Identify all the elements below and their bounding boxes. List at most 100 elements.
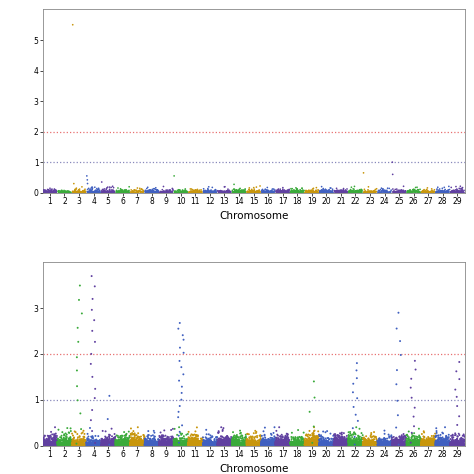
Point [343, 441, 351, 449]
Point [111, 440, 119, 448]
Point [319, 433, 326, 441]
Point [47, 438, 55, 446]
Point [56, 438, 64, 446]
Point [82, 440, 89, 448]
Point [83, 188, 91, 195]
Point [402, 442, 410, 449]
Point [322, 437, 330, 444]
Point [194, 432, 201, 439]
Point [256, 439, 264, 447]
Point [361, 438, 369, 446]
Point [432, 441, 439, 448]
Point [95, 440, 102, 447]
Point [395, 433, 403, 441]
Point [88, 440, 95, 448]
Point [371, 189, 379, 196]
Point [391, 439, 399, 447]
Point [161, 441, 168, 448]
Point [398, 188, 405, 196]
Point [99, 442, 107, 449]
Point [350, 441, 357, 448]
Point [278, 439, 286, 447]
Point [364, 189, 372, 196]
Point [151, 440, 159, 447]
Point [296, 186, 304, 193]
Point [392, 440, 399, 448]
Point [301, 442, 308, 449]
Point [383, 440, 390, 448]
Point [316, 439, 323, 447]
Point [232, 437, 240, 445]
Point [455, 437, 462, 445]
Point [80, 441, 87, 448]
Point [394, 437, 401, 444]
Point [425, 435, 433, 443]
Point [444, 441, 451, 448]
Point [382, 440, 390, 448]
Point [356, 438, 363, 446]
Point [179, 441, 186, 449]
Point [118, 440, 126, 447]
Point [79, 439, 86, 447]
Point [134, 441, 141, 448]
Point [383, 441, 391, 449]
Point [83, 176, 91, 183]
Point [109, 441, 116, 448]
Point [47, 440, 55, 448]
Point [455, 442, 462, 449]
Point [214, 441, 222, 448]
Point [128, 189, 136, 196]
Point [113, 442, 121, 449]
Point [265, 440, 273, 448]
Point [410, 440, 417, 447]
Point [408, 437, 415, 445]
Point [422, 438, 429, 446]
Point [366, 441, 374, 449]
Point [129, 439, 137, 447]
Point [167, 439, 175, 447]
Point [326, 440, 334, 448]
Point [459, 437, 467, 445]
Point [76, 432, 83, 440]
Point [418, 440, 426, 447]
Point [166, 441, 173, 448]
Point [268, 440, 276, 448]
Point [293, 441, 301, 448]
Point [461, 442, 468, 449]
Point [363, 437, 370, 444]
Point [335, 188, 343, 195]
Point [50, 436, 57, 444]
Point [408, 188, 416, 195]
Point [242, 440, 249, 448]
Point [319, 441, 326, 449]
Point [164, 441, 172, 449]
Point [173, 188, 180, 196]
Point [439, 442, 447, 449]
Point [179, 440, 187, 447]
Point [167, 439, 175, 447]
Point [391, 440, 399, 448]
Point [247, 440, 255, 447]
Point [343, 440, 350, 447]
Point [269, 441, 276, 449]
Point [255, 440, 263, 447]
Point [197, 440, 205, 448]
Point [237, 187, 245, 194]
Point [342, 188, 350, 196]
Point [211, 440, 219, 447]
Point [159, 432, 167, 439]
Point [436, 185, 444, 193]
Point [146, 439, 153, 447]
Point [433, 441, 441, 449]
Point [246, 437, 254, 444]
Point [349, 188, 356, 195]
Point [169, 441, 177, 448]
Point [113, 432, 120, 439]
Point [192, 438, 200, 446]
Point [202, 189, 210, 196]
Point [460, 438, 467, 445]
Point [400, 441, 408, 449]
Point [268, 189, 275, 196]
Point [333, 442, 340, 449]
Point [185, 441, 192, 448]
